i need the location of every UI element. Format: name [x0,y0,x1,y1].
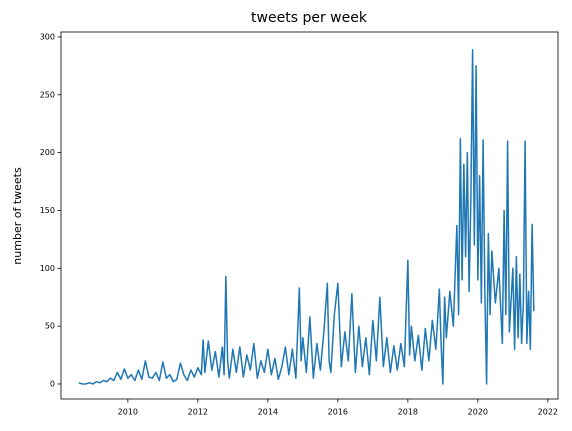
plot-frame [60,31,559,400]
x-tick-label: 2014 [258,408,278,417]
chart-title: tweets per week [251,10,368,26]
x-tick-label: 2018 [398,408,418,417]
data-line [78,48,535,385]
x-tick-label: 2010 [118,408,138,417]
x-tick-label: 2020 [468,408,488,417]
x-tick-label: 2022 [538,408,558,417]
x-tick-label: 2016 [328,408,348,417]
y-tick-label: 250 [40,90,55,99]
y-tick-label: 300 [40,32,55,41]
y-tick-label: 200 [40,148,55,157]
y-tick-label: 100 [40,264,55,273]
y-tick-label: 50 [45,322,55,331]
y-axis-label: number of tweets [11,167,24,265]
x-tick-label: 2012 [188,408,208,417]
y-tick-label: 150 [40,206,55,215]
y-tick-label: 0 [50,379,55,388]
